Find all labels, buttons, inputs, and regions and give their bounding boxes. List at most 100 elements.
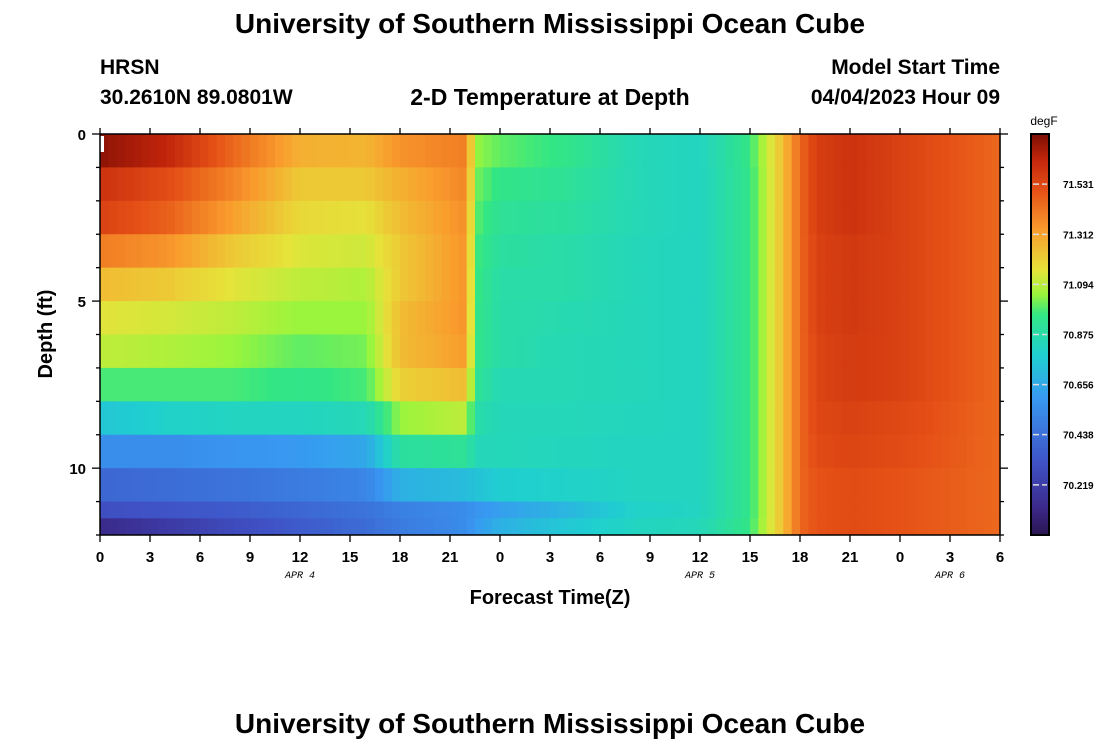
- heatmap-cell: [550, 301, 559, 336]
- heatmap-cell: [950, 301, 959, 336]
- heatmap-cell: [991, 518, 1001, 535]
- heatmap-cell: [175, 200, 184, 235]
- heatmap-cell: [691, 234, 701, 269]
- heatmap-cell: [700, 134, 709, 169]
- heatmap-cell: [875, 134, 884, 169]
- heatmap-cell: [483, 434, 493, 469]
- heatmap-cell: [383, 200, 393, 235]
- heatmap-cell: [250, 134, 259, 169]
- page-title: University of Southern Mississippi Ocean…: [234, 8, 866, 39]
- heatmap-cell: [800, 134, 809, 169]
- heatmap-cell: [208, 134, 218, 169]
- x-tick-label: 6: [196, 549, 204, 566]
- heatmap-cell: [933, 267, 943, 302]
- heatmap-cell: [266, 167, 276, 202]
- heatmap-cell: [616, 267, 626, 302]
- heatmap-cell: [325, 301, 334, 336]
- heatmap-cell: [416, 167, 426, 202]
- heatmap-cell: [708, 401, 718, 436]
- heatmap-cell: [333, 367, 343, 402]
- heatmap-cell: [333, 434, 343, 469]
- date-label: APR 6: [934, 571, 965, 582]
- heatmap-cell: [233, 518, 243, 535]
- heatmap-cell: [550, 167, 559, 202]
- heatmap-cell: [525, 234, 534, 269]
- heatmap-cell: [891, 134, 901, 169]
- heatmap-cell: [233, 234, 243, 269]
- heatmap-cell: [258, 167, 268, 202]
- heatmap-cell: [450, 468, 459, 503]
- heatmap-cell: [266, 200, 276, 235]
- heatmap-cell: [866, 468, 876, 503]
- colorbar: 71.531 71.312 71.094 70.875 70.656 70.438 70.2…: [1030, 133, 1094, 536]
- heatmap-cell: [241, 434, 251, 469]
- heatmap-cell: [408, 501, 418, 519]
- heatmap-cell: [108, 367, 118, 402]
- colorbar-tick-label: 71.312: [1063, 230, 1094, 241]
- heatmap-cell: [733, 518, 743, 535]
- heatmap-cell: [375, 468, 384, 503]
- heatmap-cell: [416, 468, 426, 503]
- heatmap-cell: [383, 267, 393, 302]
- heatmap-cell: [358, 367, 368, 402]
- heatmap-cell: [783, 200, 793, 235]
- heatmap-cell: [925, 167, 934, 202]
- heatmap-cell: [258, 468, 268, 503]
- heatmap-cell: [483, 200, 493, 235]
- heatmap-cell: [891, 434, 901, 469]
- heatmap-cell: [633, 200, 643, 235]
- heatmap-cell: [908, 501, 918, 519]
- heatmap-cell: [400, 518, 409, 535]
- heatmap-cell: [308, 367, 318, 402]
- heatmap-cell: [491, 334, 501, 369]
- heatmap-cell: [866, 301, 876, 336]
- heatmap-cell: [350, 401, 359, 436]
- heatmap-cell: [350, 167, 359, 202]
- heatmap-cell: [516, 167, 526, 202]
- heatmap-cell: [366, 200, 376, 235]
- heatmap-cell: [116, 167, 126, 202]
- heatmap-cell: [950, 434, 959, 469]
- heatmap-cell: [883, 134, 893, 169]
- heatmap-cell: [200, 301, 209, 336]
- heatmap-cell: [283, 200, 293, 235]
- heatmap-cell: [650, 167, 659, 202]
- heatmap-cell: [933, 401, 943, 436]
- heatmap-cell: [591, 301, 601, 336]
- heatmap-cell: [283, 518, 293, 535]
- heatmap-cell: [525, 367, 534, 402]
- heatmap-cell: [741, 234, 751, 269]
- heatmap-cell: [125, 468, 134, 503]
- heatmap-cell: [550, 501, 559, 519]
- heatmap-cell: [525, 518, 534, 535]
- heatmap-cell: [133, 167, 143, 202]
- heatmap-cell: [666, 334, 676, 369]
- heatmap-cell: [208, 167, 218, 202]
- heatmap-cell: [391, 134, 401, 169]
- heatmap-cell: [150, 134, 159, 169]
- heatmap-cell: [833, 234, 843, 269]
- heatmap-cell: [816, 468, 826, 503]
- heatmap-cell: [225, 267, 234, 302]
- heatmap-cell: [941, 200, 951, 235]
- heatmap-cell: [125, 200, 134, 235]
- heatmap-cell: [933, 468, 943, 503]
- heatmap-cell: [716, 234, 726, 269]
- heatmap-cell: [658, 367, 668, 402]
- heatmap-cell: [816, 434, 826, 469]
- heatmap-cell: [683, 167, 693, 202]
- heatmap-cell: [108, 301, 118, 336]
- heatmap-cell: [175, 301, 184, 336]
- heatmap-cell: [508, 518, 518, 535]
- heatmap-cell: [391, 267, 401, 302]
- heatmap-cell: [675, 334, 684, 369]
- heatmap-cell: [925, 134, 934, 169]
- heatmap-cell: [600, 434, 609, 469]
- heatmap-cell: [491, 267, 501, 302]
- heatmap-cell: [541, 518, 551, 535]
- heatmap-cell: [641, 267, 651, 302]
- heatmap-cell: [441, 501, 451, 519]
- heatmap-cell: [775, 167, 784, 202]
- heatmap-cell: [783, 518, 793, 535]
- heatmap-cell: [483, 134, 493, 169]
